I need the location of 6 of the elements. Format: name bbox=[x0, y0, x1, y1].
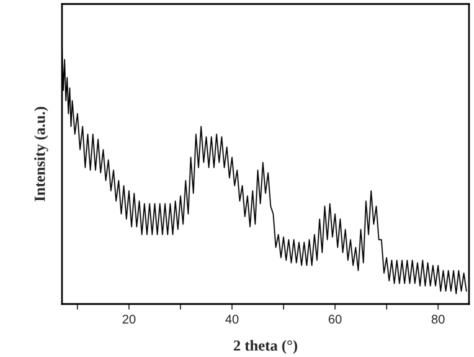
x-tick-label: 40 bbox=[225, 314, 238, 324]
x-tick-label: 60 bbox=[328, 314, 342, 324]
y-axis-title: Intensity (a.u.) bbox=[34, 106, 48, 202]
x-axis-title: 2 theta (°) bbox=[234, 340, 298, 354]
x-tick-label: 80 bbox=[432, 314, 445, 324]
x-tick-label: 20 bbox=[122, 314, 136, 324]
